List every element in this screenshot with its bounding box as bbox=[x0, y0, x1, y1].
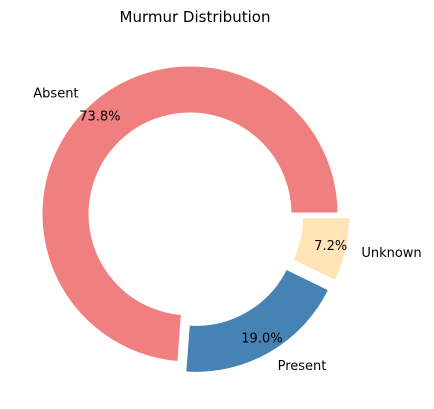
category-label-unknown: Unknown bbox=[361, 246, 421, 261]
pct-label-present: 19.0% bbox=[241, 332, 282, 347]
chart-title: Murmur Distribution bbox=[120, 8, 271, 26]
category-label-present: Present bbox=[278, 359, 327, 374]
slices-group bbox=[39, 63, 353, 375]
slice-absent bbox=[39, 63, 341, 365]
pct-label-absent: 73.8% bbox=[79, 109, 120, 124]
slice-present bbox=[183, 266, 332, 375]
pct-label-unknown: 7.2% bbox=[314, 239, 347, 254]
slice-unknown bbox=[290, 215, 353, 284]
labels-group: 73.8%Absent 19.0% Present 7.2% Unknown bbox=[33, 86, 421, 374]
category-label-absent: Absent bbox=[33, 86, 78, 101]
